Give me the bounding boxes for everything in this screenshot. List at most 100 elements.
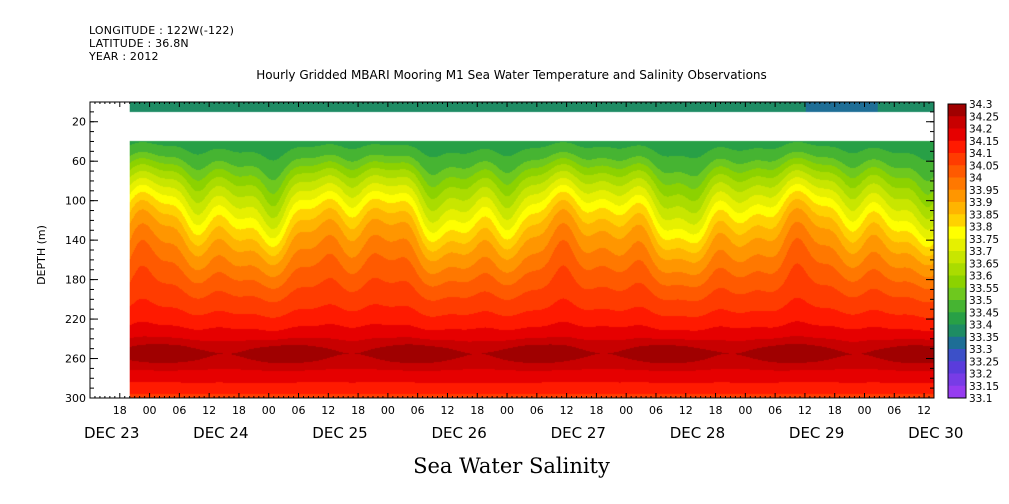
x-hour-label: 12 [202, 404, 216, 417]
y-tick-label: 220 [65, 313, 86, 326]
colorbar: 34.334.2534.234.1534.134.053433.9533.933… [947, 99, 999, 405]
colorbar-label: 33.6 [969, 271, 993, 283]
colorbar-label: 33.65 [969, 258, 999, 270]
x-hour-label: 06 [292, 404, 306, 417]
x-hour-label: 06 [411, 404, 425, 417]
x-hour-label: 18 [470, 404, 484, 417]
x-hour-label: 12 [679, 404, 693, 417]
y-tick-label: 100 [65, 195, 86, 208]
colorbar-label: 33.55 [969, 283, 999, 295]
x-hour-label: 18 [589, 404, 603, 417]
colorbar-swatch [948, 104, 966, 117]
colorbar-label: 33.5 [969, 295, 992, 307]
colorbar-swatch [948, 251, 966, 264]
x-hour-label: 18 [709, 404, 723, 417]
y-tick-label: 60 [72, 155, 86, 168]
x-hour-label: 18 [113, 404, 127, 417]
colorbar-swatch [948, 385, 966, 399]
colorbar-swatch [948, 177, 966, 191]
y-tick-label: 140 [65, 234, 86, 247]
colorbar-label: 33.15 [969, 381, 999, 393]
colorbar-label: 33.4 [969, 320, 993, 332]
colorbar-swatch [948, 361, 966, 374]
x-hour-label: 06 [768, 404, 782, 417]
colorbar-label: 34.05 [969, 160, 999, 172]
x-hour-label: 18 [351, 404, 365, 417]
colorbar-swatch [948, 189, 966, 203]
x-day-label: DEC 27 [551, 424, 606, 442]
colorbar-swatch [948, 202, 966, 215]
x-hour-label: 18 [828, 404, 842, 417]
colorbar-swatch [948, 263, 966, 276]
y-tick-label: 300 [65, 392, 86, 405]
x-day-label: DEC 30 [908, 424, 963, 442]
colorbar-swatch [948, 300, 966, 313]
colorbar-label: 33.25 [969, 356, 999, 368]
colorbar-swatch [948, 153, 966, 166]
colorbar-swatch [948, 373, 966, 387]
colorbar-label: 33.1 [969, 393, 992, 405]
colorbar-label: 34.25 [969, 111, 999, 123]
x-hour-label: 00 [500, 404, 514, 417]
x-hour-label: 12 [917, 404, 931, 417]
x-hour-label: 12 [798, 404, 812, 417]
colorbar-label: 33.45 [969, 307, 999, 319]
colorbar-swatch [948, 226, 966, 240]
colorbar-swatch [948, 238, 966, 252]
colorbar-label: 33.2 [969, 369, 992, 381]
salinity-field [129, 102, 934, 398]
x-hour-label: 00 [857, 404, 871, 417]
x-hour-label: 12 [440, 404, 454, 417]
x-day-label: DEC 24 [193, 424, 248, 442]
y-tick-label: 260 [65, 353, 86, 366]
colorbar-swatch [948, 349, 966, 362]
x-hour-label: 06 [649, 404, 663, 417]
latitude-label: LATITUDE : 36.8N [89, 37, 189, 50]
x-hour-label: 18 [232, 404, 246, 417]
y-tick-label: 180 [65, 274, 86, 287]
colorbar-label: 33.3 [969, 344, 992, 356]
colorbar-frame [947, 103, 967, 399]
x-hour-label: 00 [738, 404, 752, 417]
x-hour-label: 06 [530, 404, 544, 417]
y-axis-label: DEPTH (m) [35, 225, 48, 285]
colorbar-label: 34.2 [969, 124, 992, 136]
colorbar-label: 33.85 [969, 209, 999, 221]
y-tick-label: 20 [72, 116, 86, 129]
colorbar-swatch [948, 324, 966, 338]
x-hour-label: 00 [381, 404, 395, 417]
x-hour-label: 12 [560, 404, 574, 417]
axes: 20 60 100 140 180 220 260 300 18 00 06 12 18 00 06 12 18… [65, 101, 963, 442]
colorbar-label: 33.7 [969, 246, 992, 258]
colorbar-swatch [948, 312, 966, 325]
colorbar-swatch [948, 214, 966, 227]
x-day-label: DEC 28 [670, 424, 725, 442]
x-day-label: DEC 26 [431, 424, 486, 442]
x-day-label: DEC 25 [312, 424, 367, 442]
colorbar-swatch [948, 116, 966, 129]
plot-area [90, 102, 934, 398]
colorbar-label: 33.95 [969, 185, 999, 197]
colorbar-swatch [948, 336, 966, 350]
x-axis-label: Sea Water Salinity [413, 454, 610, 478]
colorbar-swatch [948, 140, 966, 154]
colorbar-label: 33.75 [969, 234, 999, 246]
x-hour-label: 12 [321, 404, 335, 417]
colorbar-swatch [948, 165, 966, 178]
colorbar-label: 33.9 [969, 197, 992, 209]
colorbar-label: 34.3 [969, 99, 992, 111]
colorbar-swatch [948, 287, 966, 301]
longitude-label: LONGITUDE : 122W(-122) [89, 24, 235, 37]
colorbar-swatch [948, 128, 966, 142]
x-hour-label: 06 [887, 404, 901, 417]
chart-title: Hourly Gridded MBARI Mooring M1 Sea Wate… [256, 68, 767, 82]
x-day-label: DEC 23 [84, 424, 139, 442]
colorbar-swatch [948, 275, 966, 289]
colorbar-label: 34 [969, 173, 983, 185]
x-hour-label: 00 [262, 404, 276, 417]
colorbar-label: 33.8 [969, 222, 992, 234]
x-day-label: DEC 29 [789, 424, 844, 442]
colorbar-label: 33.35 [969, 332, 999, 344]
x-hour-label: 00 [619, 404, 633, 417]
